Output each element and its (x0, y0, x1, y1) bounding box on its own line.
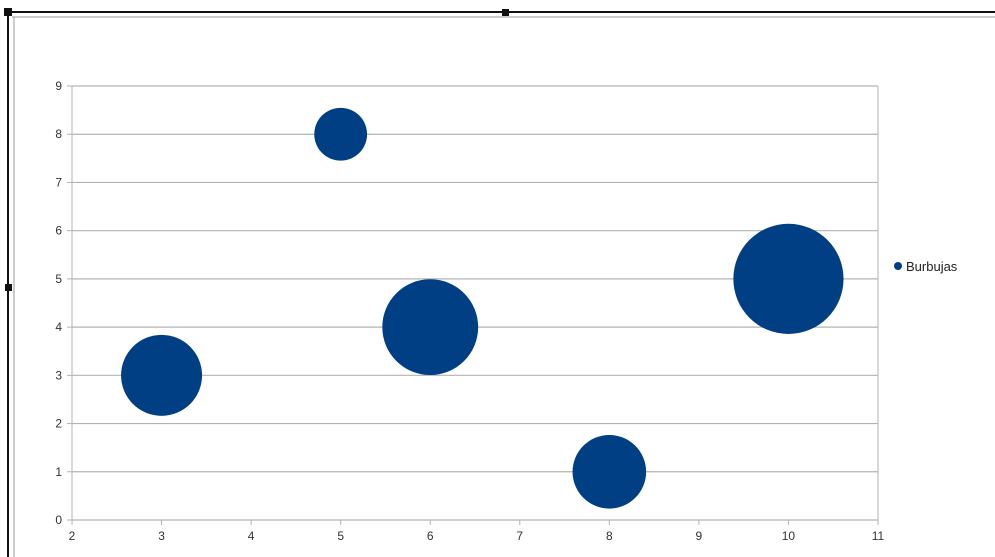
y-tick-label-7: 7 (55, 175, 62, 189)
x-tick-label-2: 2 (69, 529, 76, 543)
x-tick-label-10: 10 (782, 529, 796, 543)
x-tick-label-3: 3 (158, 529, 165, 543)
y-tick-label-0: 0 (55, 513, 62, 527)
legend-marker (894, 262, 902, 270)
resize-handle-middle-left[interactable] (5, 284, 12, 291)
y-tick-label-4: 4 (55, 320, 62, 334)
resize-handle-top-middle[interactable] (502, 9, 509, 16)
y-tick-label-6: 6 (55, 224, 62, 238)
bubble-6-4[interactable] (382, 279, 479, 376)
bubble-8-1[interactable] (572, 434, 647, 509)
legend-label: Burbujas (906, 259, 958, 274)
x-tick-label-5: 5 (337, 529, 344, 543)
y-tick-label-1: 1 (55, 465, 62, 479)
x-tick-label-7: 7 (516, 529, 523, 543)
y-tick-label-2: 2 (55, 417, 62, 431)
x-tick-label-4: 4 (248, 529, 255, 543)
bubble-5-8[interactable] (314, 107, 368, 161)
y-tick-label-9: 9 (55, 79, 62, 93)
y-tick-label-3: 3 (55, 368, 62, 382)
y-tick-label-5: 5 (55, 272, 62, 286)
bubble-10-5[interactable] (733, 223, 844, 334)
y-tick-label-8: 8 (55, 127, 62, 141)
selection-frame (4, 8, 995, 557)
legend: Burbujas (894, 259, 958, 274)
bubble-3-3[interactable] (121, 334, 203, 416)
resize-handle-top-left[interactable] (4, 8, 12, 16)
x-tick-label-9: 9 (696, 529, 703, 543)
x-tick-label-8: 8 (606, 529, 613, 543)
x-tick-label-11: 11 (872, 529, 885, 543)
plot-area: 0 1 2 3 4 5 6 7 8 9 2 3 4 5 6 7 8 9 10 11 (55, 79, 884, 543)
x-tick-label-6: 6 (427, 529, 434, 543)
